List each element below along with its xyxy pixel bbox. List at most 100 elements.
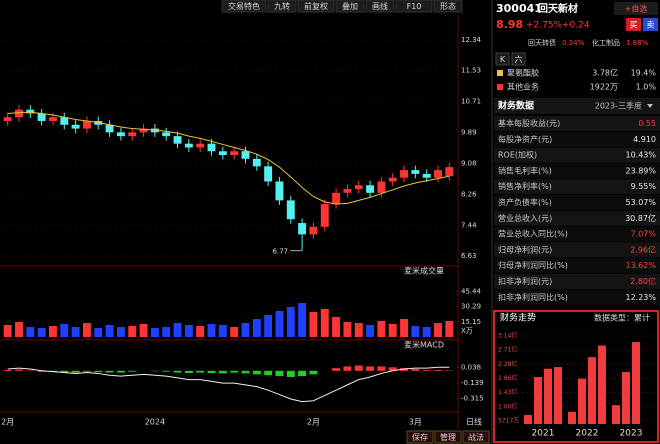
- macd-bar: [343, 366, 352, 371]
- candle-body: [434, 170, 442, 178]
- row-label: 扣非净利润(元): [498, 276, 552, 286]
- x-tick-label: 2021: [532, 429, 555, 439]
- segment-amount: 3.78亿: [592, 68, 618, 78]
- toolbar-label[interactable]: 交易特色: [228, 1, 260, 11]
- sell-label[interactable]: 卖: [647, 21, 655, 30]
- macd-bar: [230, 370, 239, 373]
- bottom-button[interactable]: [462, 430, 490, 444]
- bar: [534, 376, 542, 424]
- buy-label[interactable]: 买: [630, 21, 638, 30]
- buy-button[interactable]: [626, 18, 641, 31]
- macd-bar: [332, 368, 341, 371]
- volume-bar: [196, 326, 205, 337]
- row-label: 营业总收入同比(%): [498, 229, 568, 239]
- bottom-button[interactable]: [434, 430, 462, 444]
- candle-body: [388, 177, 397, 182]
- bottom-button-label[interactable]: 战法: [468, 432, 484, 442]
- highlight-box: [493, 310, 659, 443]
- bar: [578, 378, 586, 424]
- toolbar-button[interactable]: [297, 0, 335, 13]
- row-value: 9.55%: [631, 182, 657, 191]
- candle-body: [309, 226, 318, 235]
- bar: [588, 357, 596, 424]
- volume-bar: [82, 323, 91, 337]
- candle-body: [264, 166, 273, 182]
- x-tick-label: 2月: [307, 418, 320, 427]
- candle-body: [82, 121, 91, 129]
- toolbar-button[interactable]: [365, 0, 395, 13]
- add-button[interactable]: [614, 2, 658, 15]
- table-row: [494, 116, 660, 131]
- bar: [622, 372, 630, 424]
- y-tick-label: 10.71: [461, 98, 481, 106]
- volume-bar: [400, 319, 409, 337]
- row-value: 53.07%: [625, 198, 656, 207]
- tab-label[interactable]: 六: [515, 54, 523, 64]
- candle-body: [218, 151, 227, 156]
- volume-bar: [105, 325, 114, 337]
- toolbar-label[interactable]: 形态: [440, 1, 456, 11]
- toolbar-button[interactable]: [395, 0, 433, 13]
- y-tick-label: 6.63: [461, 252, 477, 260]
- candle-body: [116, 132, 125, 137]
- macd-bar: [264, 370, 273, 376]
- y-tick-label: 2.28亿: [498, 360, 517, 368]
- candle-body: [15, 109, 23, 118]
- sell-button[interactable]: [643, 18, 658, 31]
- toolbar-button[interactable]: [335, 0, 365, 13]
- row-value: 2.96亿: [630, 244, 656, 254]
- toolbar-label[interactable]: 画线: [372, 1, 388, 11]
- bar: [612, 405, 620, 424]
- related-name[interactable]: 化工制品: [592, 38, 620, 47]
- volume-bar: [241, 323, 250, 337]
- toolbar-label[interactable]: 前复权: [304, 1, 328, 11]
- bar: [598, 345, 606, 424]
- candle-body: [60, 117, 69, 125]
- candle-body: [241, 151, 250, 159]
- macd-bar: [173, 370, 182, 373]
- toolbar-label[interactable]: F10: [407, 2, 422, 11]
- toolbar-button[interactable]: [221, 0, 267, 13]
- macd-bar: [184, 370, 193, 373]
- volume-bar: [230, 327, 239, 337]
- toolbar-label[interactable]: 九转: [274, 1, 290, 11]
- toolbar-button[interactable]: [267, 0, 297, 13]
- bottom-button[interactable]: [406, 430, 434, 444]
- y-tick-label: 30.29: [461, 303, 481, 311]
- toolbar-label[interactable]: 叠加: [342, 1, 358, 11]
- toolbar-button[interactable]: [433, 0, 463, 13]
- volume-bar: [445, 321, 454, 337]
- macd-bar: [82, 370, 91, 372]
- bottom-button-label[interactable]: 管理: [440, 432, 456, 442]
- related-value: 1.88%: [626, 39, 649, 47]
- volume-bar: [116, 327, 125, 337]
- volume-bar: [162, 327, 171, 337]
- bar: [568, 411, 576, 424]
- tab[interactable]: [511, 52, 526, 66]
- table-row: [494, 210, 660, 226]
- x-tick-label: 2023: [620, 429, 643, 439]
- candle-body: [445, 167, 454, 177]
- add-label[interactable]: +自选: [625, 4, 648, 14]
- tab-label[interactable]: K: [500, 55, 506, 64]
- section-title: 财务数据: [497, 100, 534, 112]
- candle-body: [37, 113, 46, 121]
- volume-bar: [71, 327, 80, 337]
- y-tick-label: 7.44: [461, 221, 477, 229]
- volume-bar: [60, 324, 69, 337]
- dropdown-arrow[interactable]: [647, 104, 653, 108]
- row-value: 30.87亿: [625, 213, 656, 223]
- tab[interactable]: [495, 52, 510, 66]
- volume-bar: [173, 323, 182, 337]
- period-label[interactable]: 日线: [466, 417, 482, 427]
- table-row: [494, 274, 660, 289]
- bottom-button-label[interactable]: 保存: [412, 432, 428, 442]
- y-tick-label: 1.43亿: [498, 388, 517, 396]
- bar: [554, 367, 562, 424]
- related-name[interactable]: 回天转债: [528, 38, 556, 47]
- candle-body: [3, 117, 12, 121]
- period-select[interactable]: 2023-三季度: [595, 101, 642, 111]
- macd-bar: [434, 369, 442, 371]
- macd-bar: [309, 370, 318, 375]
- volume-bar: [388, 324, 397, 337]
